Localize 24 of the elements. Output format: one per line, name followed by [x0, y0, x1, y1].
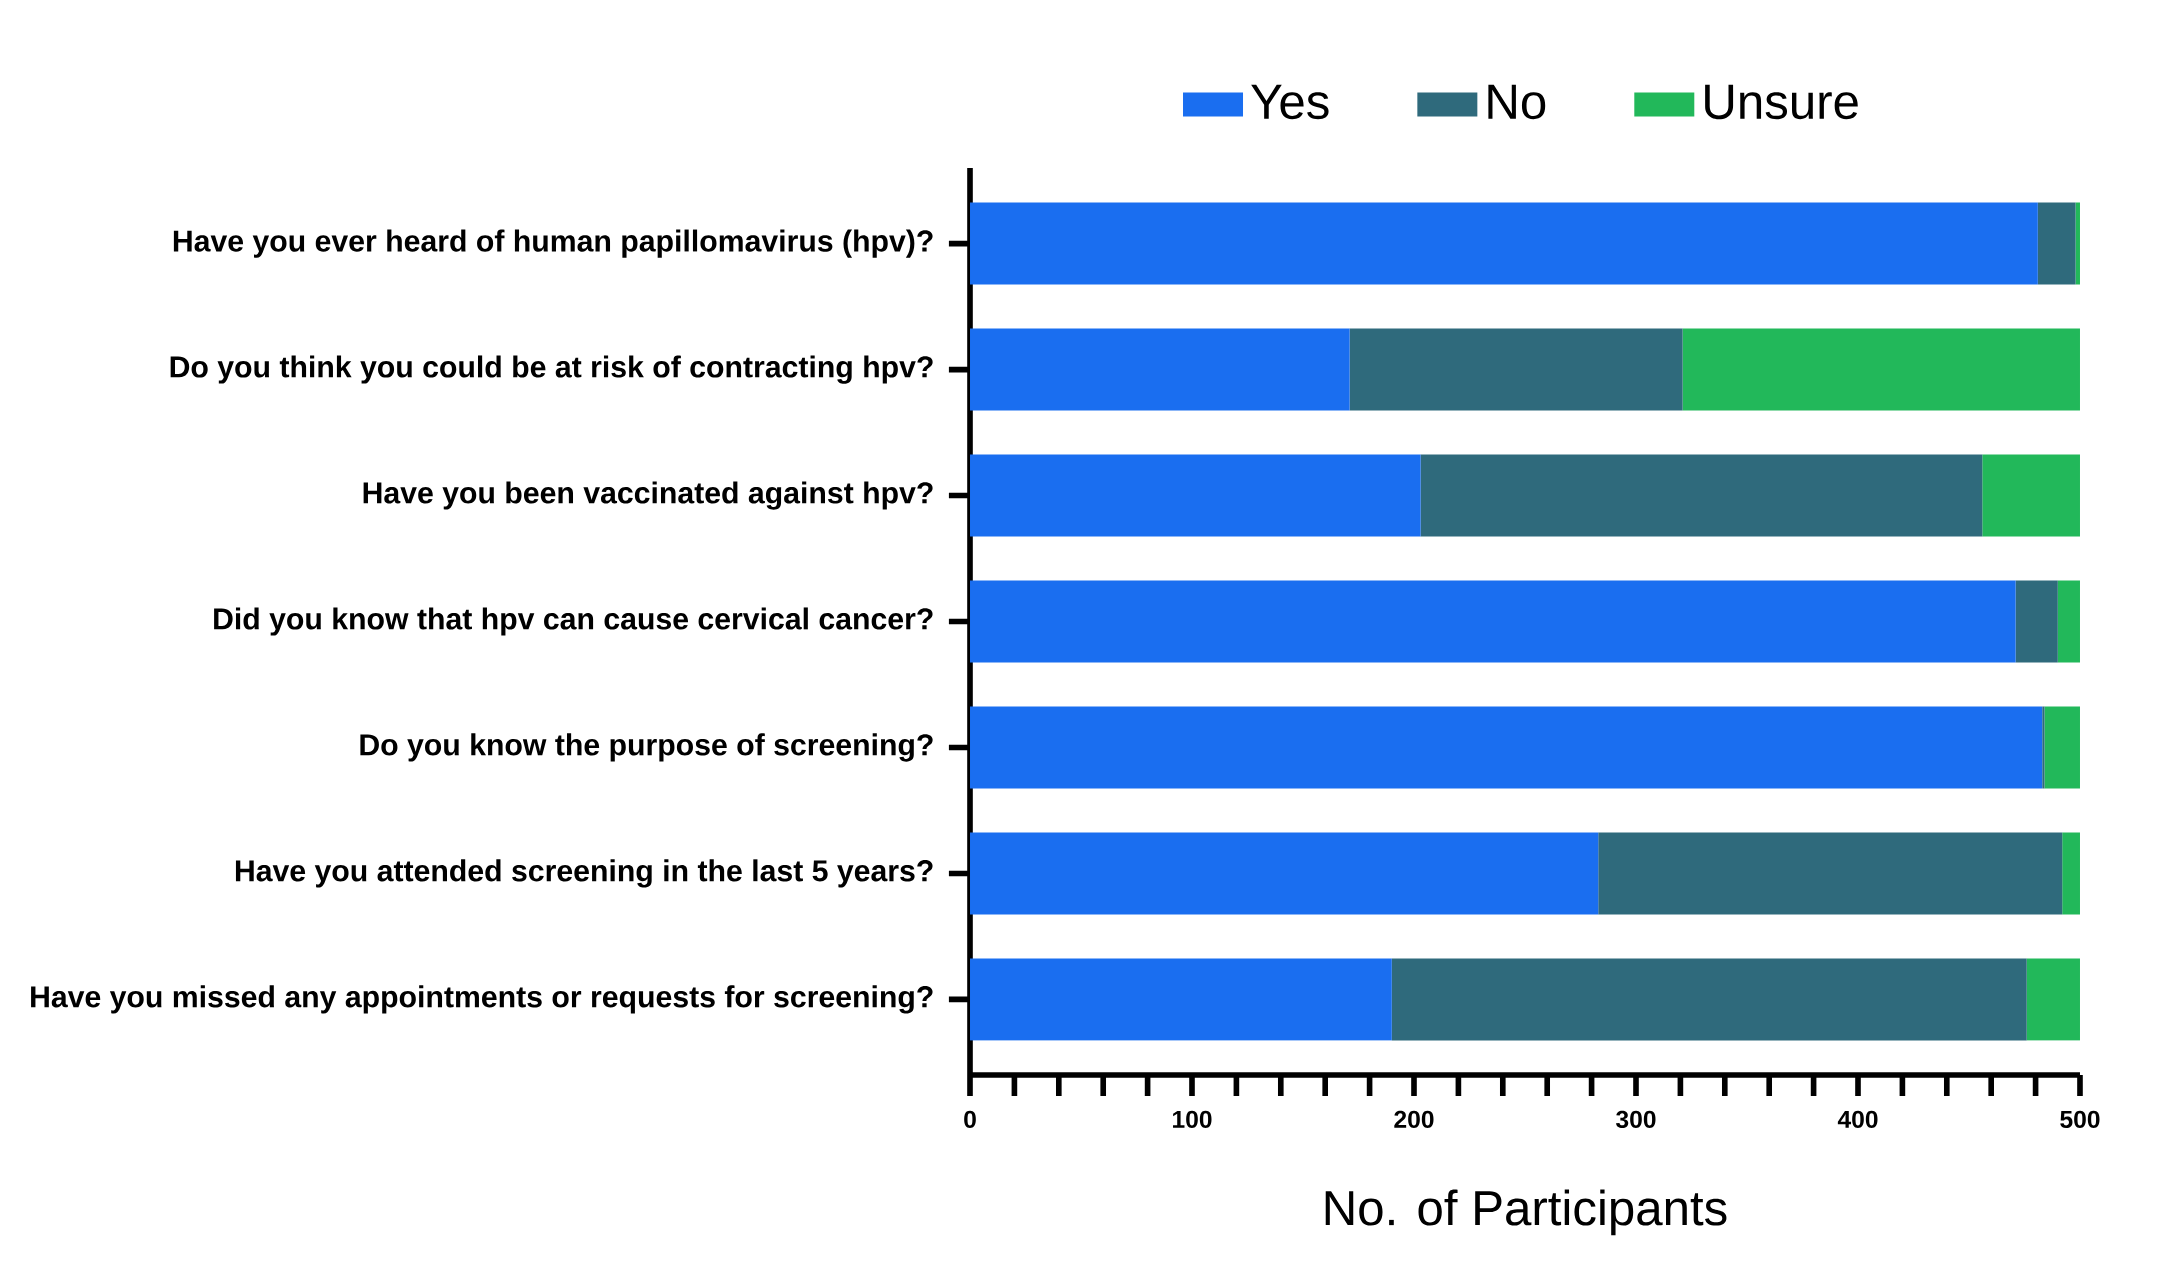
legend-label: Unsure	[1705, 84, 1858, 120]
x-tick-label: 500	[2060, 1110, 2100, 1129]
x-tick-label: 100	[1173, 1110, 1212, 1129]
bar	[2042, 706, 2045, 789]
bar	[970, 454, 1421, 537]
x-tick-label: 0	[964, 1110, 976, 1129]
bar	[970, 580, 2016, 663]
x-tick-label: 200	[1394, 1110, 1434, 1129]
y-tick-label: Have you missed any appointments or requests for screening?	[31, 985, 933, 1014]
legend-label: No	[1488, 84, 1546, 120]
x-axis-title: No. of Participants	[1325, 1189, 1727, 1236]
y-tick-label: Did you know that hpv can cause cervical cancer?	[214, 607, 933, 636]
y-tick-label: Do you know the purpose of screening?	[360, 733, 933, 762]
y-tick-label: Have you attended screening in the last 5 years?	[235, 859, 933, 888]
bar	[970, 832, 1599, 915]
y-tick-label: Have you ever heard of human papillomavirus (hpv)?	[173, 229, 933, 258]
bar	[970, 328, 1350, 411]
bar	[970, 202, 2038, 285]
bar	[970, 958, 1392, 1041]
x-tick-label: 400	[1837, 1110, 1878, 1129]
y-tick-label: Have you been vaccinated against hpv?	[363, 481, 933, 510]
x-tick-label: 300	[1616, 1110, 1656, 1129]
legend-label: Yes	[1251, 84, 1329, 120]
y-tick-label: Do you think you could be at risk of contracting hpv?	[170, 355, 933, 384]
